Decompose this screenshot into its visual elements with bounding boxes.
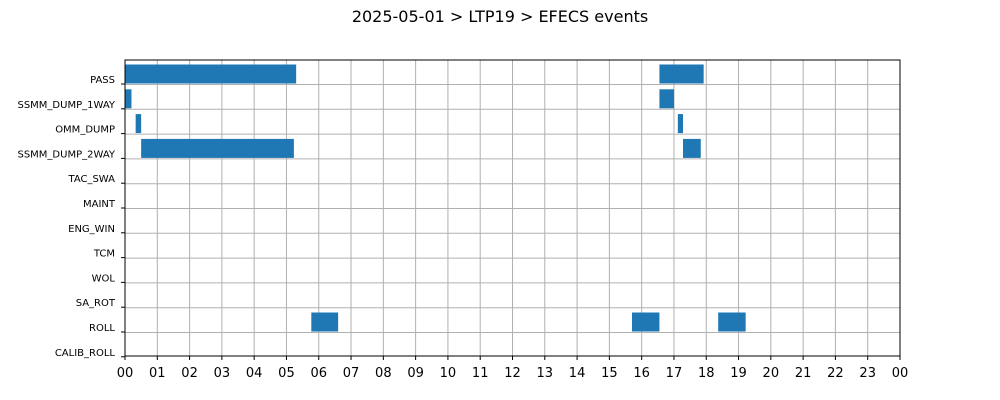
event-bar	[125, 89, 132, 109]
x-tick-label: 02	[181, 366, 198, 381]
x-tick-label: 12	[504, 366, 521, 381]
x-tick-label: 09	[407, 366, 424, 381]
x-tick-label: 06	[310, 366, 327, 381]
event-bar	[718, 312, 746, 332]
x-tick-label: 03	[214, 366, 231, 381]
y-tick-label: OMM_DUMP	[55, 125, 115, 136]
y-tick-label: TAC_SWA	[67, 174, 115, 185]
x-tick-label: 16	[633, 366, 650, 381]
x-tick-label: 00	[117, 366, 134, 381]
x-tick-label: 21	[795, 366, 812, 381]
x-tick-label: 11	[472, 366, 489, 381]
event-bar	[141, 138, 294, 158]
y-tick-label: CALIB_ROLL	[55, 348, 116, 359]
event-bar	[683, 138, 701, 158]
y-tick-label: ENG_WIN	[68, 224, 115, 235]
x-tick-label: 20	[763, 366, 780, 381]
chart-title: 2025-05-01 > LTP19 > EFECS events	[352, 7, 648, 26]
event-bar	[677, 114, 683, 134]
event-bar	[659, 89, 674, 109]
event-bar	[311, 312, 339, 332]
x-tick-label: 01	[149, 366, 166, 381]
y-tick-label: SSMM_DUMP_1WAY	[17, 100, 115, 111]
x-tick-label: 19	[730, 366, 747, 381]
event-bar	[125, 64, 297, 84]
x-tick-label: 08	[375, 366, 392, 381]
y-tick-label: MAINT	[83, 199, 116, 210]
plot-area: PASS SSMM_DUMP_1WAY OMM_DUMP SSMM_DUMP_2WAY…	[17, 59, 909, 381]
x-tick-label: 15	[601, 366, 618, 381]
x-tick-label: 07	[343, 366, 360, 381]
y-tick-label: WOL	[92, 273, 116, 284]
x-tick-label: 17	[666, 366, 683, 381]
y-tick-label: SA_ROT	[76, 298, 116, 309]
y-tick-label: PASS	[90, 75, 115, 86]
event-bar	[135, 114, 142, 134]
x-tick-label: 04	[246, 366, 263, 381]
x-tick-label: 05	[278, 366, 295, 381]
x-tick-label: 23	[859, 366, 876, 381]
x-tick-label: 00	[892, 366, 909, 381]
x-tick-label: 13	[537, 366, 554, 381]
y-tick-label: ROLL	[89, 323, 115, 334]
y-tick-label: SSMM_DUMP_2WAY	[17, 149, 115, 160]
x-tick-label: 18	[698, 366, 715, 381]
x-tick-label: 22	[827, 366, 844, 381]
event-bar	[659, 64, 704, 84]
y-tick-label: TCM	[93, 249, 115, 260]
x-tick-label: 14	[569, 366, 586, 381]
event-bar	[631, 312, 660, 332]
x-tick-label: 10	[440, 366, 457, 381]
